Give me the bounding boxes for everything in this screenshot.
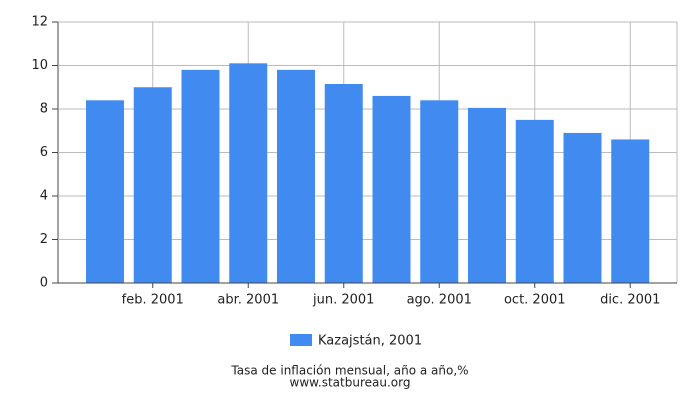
source: www.statbureau.org <box>290 376 411 390</box>
bar <box>468 107 506 283</box>
bar <box>277 69 315 283</box>
y-tick-label: 10 <box>31 58 48 73</box>
bar <box>229 63 268 284</box>
legend-label: Kazajstán, 2001 <box>318 334 422 349</box>
y-tick-label: 12 <box>31 15 48 30</box>
bar <box>563 132 602 283</box>
y-tick-label: 2 <box>40 232 48 247</box>
bar <box>420 100 459 283</box>
x-tick-label: feb. 2001 <box>122 293 184 308</box>
bar <box>611 139 650 283</box>
bar <box>324 83 363 283</box>
bar <box>515 119 554 283</box>
x-tick-label: dic. 2001 <box>600 293 660 308</box>
legend-swatch <box>290 334 312 346</box>
bar <box>86 100 124 283</box>
caption: Tasa de inflación mensual, año a año,% <box>230 364 468 378</box>
y-tick-label: 0 <box>40 276 48 291</box>
bar <box>133 87 172 283</box>
x-tick-label: oct. 2001 <box>504 293 566 308</box>
bar <box>372 95 411 283</box>
y-tick-label: 8 <box>40 102 48 117</box>
bar <box>181 69 220 283</box>
x-tick-label: jun. 2001 <box>312 293 374 308</box>
x-tick-label: abr. 2001 <box>217 293 279 308</box>
x-tick-label: ago. 2001 <box>407 293 472 308</box>
y-tick-label: 4 <box>40 189 48 204</box>
y-tick-label: 6 <box>40 145 48 160</box>
